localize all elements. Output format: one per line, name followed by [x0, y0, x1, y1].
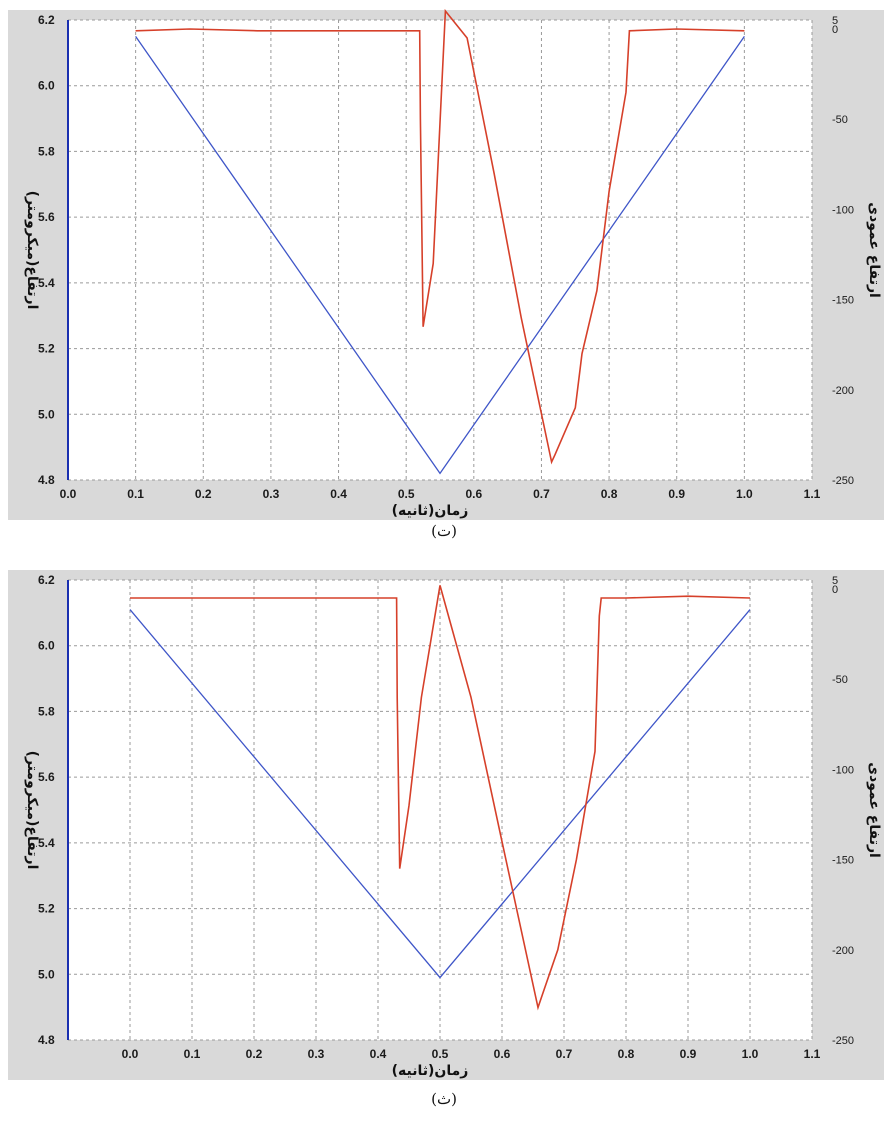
y-tick-label: 5.2 — [38, 342, 55, 356]
y2-tick-label: -250 — [832, 475, 854, 487]
x-tick-label: 0.7 — [533, 487, 550, 501]
y2-tick-label: -200 — [832, 945, 854, 957]
y-tick-label: 6.0 — [38, 79, 55, 93]
y-tick-label: 5.4 — [38, 836, 55, 850]
series-line-height — [129, 609, 751, 979]
series-line-vertical-height — [130, 585, 751, 1011]
x-tick-label: 0.5 — [432, 1047, 449, 1061]
x-tick-labels: 0.0 0.1 0.2 0.3 0.4 0.5 0.6 0.7 0.8 0.9 1.0 1.1 — [60, 487, 821, 501]
y2-tick-labels: 50 -50 -100 -150 -200 -250 — [832, 15, 854, 487]
x-tick-label: 0.0 — [122, 1047, 139, 1061]
y2-axis-title: ارتفاع عمودی — [866, 762, 882, 858]
x-tick-label: 0.1 — [127, 487, 144, 501]
y-tick-label: 6.2 — [38, 13, 55, 27]
y-tick-label: 5.6 — [38, 210, 55, 224]
y-tick-label: 5.8 — [38, 144, 55, 158]
x-tick-label: 0.2 — [246, 1047, 263, 1061]
x-tick-label: 1.0 — [736, 487, 753, 501]
y2-tick-label: -250 — [832, 1035, 854, 1047]
y-tick-label: 5.0 — [38, 407, 55, 421]
y-axis-title: ارتفاع(میکرومتر) — [24, 191, 40, 310]
x-tick-labels: 0.0 0.1 0.2 0.3 0.4 0.5 0.6 0.7 0.8 0.9 1.0 1.1 — [122, 1047, 821, 1061]
x-tick-label: 0.6 — [494, 1047, 511, 1061]
y2-tick-label: 5 — [832, 575, 838, 587]
chart-panel-bottom: 4.8 5.0 5.2 5.4 5.6 5.8 6.0 6.2 5 0 -50 -100 -150 -2… — [0, 560, 888, 1080]
x-tick-label: 0.5 — [398, 487, 415, 501]
y2-tick-label: -150 — [832, 855, 854, 867]
x-tick-label: 0.7 — [556, 1047, 573, 1061]
x-tick-label: 0.8 — [601, 487, 618, 501]
y-tick-label: 5.4 — [38, 276, 55, 290]
x-tick-label: 0.9 — [668, 487, 685, 501]
y-tick-label: 4.8 — [38, 473, 55, 487]
y-tick-label: 4.8 — [38, 1033, 55, 1047]
x-tick-label: 0.3 — [308, 1047, 325, 1061]
y-tick-label: 5.0 — [38, 967, 55, 981]
y-tick-label: 5.2 — [38, 902, 55, 916]
y-tick-labels: 4.8 5.0 5.2 5.4 5.6 5.8 6.0 6.2 — [38, 573, 55, 1047]
y-tick-label: 6.0 — [38, 639, 55, 653]
series-line-height — [135, 36, 745, 475]
y2-tick-label: 5 — [832, 15, 838, 27]
y2-tick-labels: 50 -50 -100 -150 -200 -250 — [832, 575, 854, 1047]
series-layer — [129, 585, 751, 1011]
x-axis-title: زمان(ثانیه) — [392, 1063, 469, 1079]
y2-tick-label: -150 — [832, 295, 854, 307]
x-tick-label: 1.0 — [742, 1047, 759, 1061]
y2-tick-label: -100 — [832, 204, 854, 216]
chart-panel-top: 4.8 5.0 5.2 5.4 5.6 5.8 6.0 6.2 5 0 -50 -100 -150 -2… — [0, 0, 888, 520]
y-tick-labels: 4.8 5.0 5.2 5.4 5.6 5.8 6.0 6.2 — [38, 13, 55, 487]
y2-tick-label: -100 — [832, 764, 854, 776]
x-tick-label: 0.1 — [184, 1047, 201, 1061]
y2-tick-label: -50 — [832, 114, 848, 126]
x-tick-label: 0.8 — [618, 1047, 635, 1061]
x-tick-label: 0.6 — [465, 487, 482, 501]
series-layer — [135, 8, 745, 475]
y-tick-label: 5.8 — [38, 704, 55, 718]
grid-layer — [68, 579, 813, 1041]
series-line-vertical-height — [135, 8, 745, 465]
y2-axis-title: ارتفاع عمودی — [866, 202, 882, 298]
caption-top: (ت) — [431, 522, 457, 540]
chart-top-svg: 4.8 5.0 5.2 5.4 5.6 5.8 6.0 6.2 50 -50 -100 -150 -2… — [8, 8, 884, 520]
y-axis-title: ارتفاع(میکرومتر) — [24, 751, 40, 870]
x-tick-label: 1.1 — [804, 487, 821, 501]
x-tick-label: 1.1 — [804, 1047, 821, 1061]
x-tick-label: 0.0 — [60, 487, 77, 501]
x-axis-title: زمان(ثانیه) — [392, 503, 469, 519]
y2-tick-label: 0 — [832, 584, 838, 596]
caption-bottom: (ث) — [431, 1090, 457, 1108]
x-tick-label: 0.4 — [370, 1047, 387, 1061]
y2-tick-label: 0 — [832, 24, 838, 36]
y2-tick-label: -50 — [832, 674, 848, 686]
y-tick-label: 5.6 — [38, 770, 55, 784]
plot-area — [68, 20, 812, 480]
x-tick-label: 0.4 — [330, 487, 347, 501]
x-tick-label: 0.2 — [195, 487, 212, 501]
x-tick-label: 0.3 — [263, 487, 280, 501]
x-tick-label: 0.9 — [680, 1047, 697, 1061]
y-tick-label: 6.2 — [38, 573, 55, 587]
chart-bottom-svg: 4.8 5.0 5.2 5.4 5.6 5.8 6.0 6.2 50 -50 -100 -150 -2… — [8, 570, 884, 1080]
y2-tick-label: -200 — [832, 385, 854, 397]
